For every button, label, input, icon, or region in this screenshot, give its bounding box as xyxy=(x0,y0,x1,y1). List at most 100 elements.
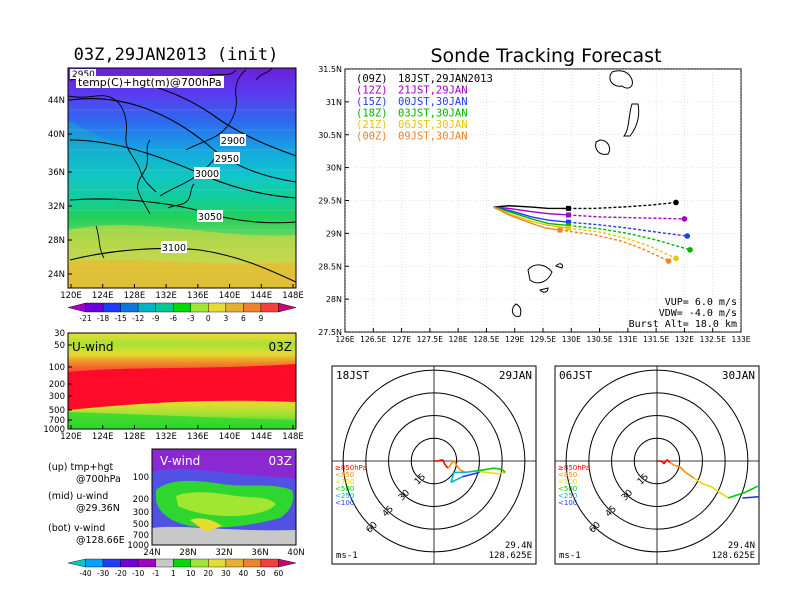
track-param: Burst Alt= 18.0 km xyxy=(629,319,737,330)
hodo-trace-segment xyxy=(693,477,704,485)
track-burst-marker xyxy=(565,205,571,211)
contour-label-3000: 3000 xyxy=(195,169,219,180)
hodo-level-label: ≥850hPa xyxy=(335,464,367,472)
track-x-label: 132E xyxy=(675,335,694,344)
hodo-trace-segment xyxy=(679,466,687,473)
hodograph-06jst: 15304560≥850hPa<850<700<500<250<10006JST… xyxy=(554,365,771,565)
track-descent-line xyxy=(559,229,669,262)
vwind-colorbar-swatch xyxy=(67,558,86,568)
vwind-colorbar-label: 50 xyxy=(256,569,266,578)
track-legend-time: 03JST,30JAN xyxy=(398,108,468,120)
map-lon-label: 132E xyxy=(155,291,177,301)
hodo-trace-segment xyxy=(450,475,463,484)
vwind-colorbar-swatch xyxy=(137,558,156,568)
track-legend-time: 18JST,29JAN2013 xyxy=(398,73,493,85)
hodo-trace-segment xyxy=(685,471,695,479)
map-lon-label: 136E xyxy=(187,291,209,301)
vwind-colorbar-label: 20 xyxy=(204,569,214,578)
map-lon-label: 124E xyxy=(92,291,114,301)
track-legend-time: 06JST,30JAN xyxy=(398,119,468,131)
hodo-trace-segment xyxy=(736,491,746,496)
track-x-label: 128E xyxy=(449,335,468,344)
uwind-y-label: 1000 xyxy=(43,425,65,435)
track-landing-marker xyxy=(681,216,688,222)
uwind-y-label: 300 xyxy=(49,392,65,402)
track-burst-marker xyxy=(557,227,563,233)
hodo-trace-segment xyxy=(493,467,503,471)
track-y-label: 31N xyxy=(326,98,342,107)
track-x-label: 132.5E xyxy=(700,335,726,344)
track-x-label: 126E xyxy=(335,335,354,344)
map-colorbar-swatch xyxy=(102,302,121,313)
map-colorbar-swatch xyxy=(243,302,262,313)
track-ascent-line xyxy=(493,205,569,210)
hodo-time: 18JST xyxy=(336,369,369,382)
hodo-trace-segment xyxy=(499,471,506,475)
vwind-colorbar-swatch xyxy=(155,558,174,568)
track-legend-code: (09Z) xyxy=(356,73,388,85)
vwind-label: V-wind xyxy=(160,454,200,468)
vwind-colorbar-swatch xyxy=(85,558,104,568)
hodo-trace-segment xyxy=(744,488,752,494)
uwind-y-label: 30 xyxy=(54,329,65,339)
uwind-time: 03Z xyxy=(269,340,293,354)
track-burst-marker xyxy=(565,219,571,225)
track-legend-code: (21Z) xyxy=(356,119,388,131)
track-ascent-line xyxy=(493,206,569,216)
track-legend-code: (15Z) xyxy=(356,96,388,108)
track-burst-marker xyxy=(565,222,571,228)
track-param: VDW= -4.0 m/s xyxy=(659,308,737,319)
vwind-colorbar-label: 60 xyxy=(274,569,284,578)
track-coastline xyxy=(511,70,640,317)
vwind-colorbar-swatch xyxy=(173,558,191,568)
track-descent-line xyxy=(568,224,691,251)
uwind-x-label: 120E xyxy=(60,432,82,442)
map-panel: 2900 2950 3000 3050 3100 2950 temp(C)+hg… xyxy=(48,67,304,323)
hodo-level-label: <700 xyxy=(558,478,577,486)
vwind-colorbar-label: -30 xyxy=(97,569,109,578)
vwind-colorbar-label: 1 xyxy=(171,569,176,578)
hodo-trace-segment xyxy=(501,468,506,473)
hodo-lon: 128.625E xyxy=(712,551,755,561)
track-x-label: 130E xyxy=(562,335,581,344)
hodo-lat: 29.4N xyxy=(505,541,532,551)
panel-notes: (up) tmp+hgt @700hPa (mid) u-wind @29.36… xyxy=(48,462,125,546)
track-legend-time: 09JST,30JAN xyxy=(398,131,468,143)
map-colorbar-label: 0 xyxy=(206,314,211,323)
uwind-x-label: 124E xyxy=(92,432,114,442)
track-x-label: 127.5E xyxy=(417,335,443,344)
hodo-trace-segment xyxy=(762,484,771,485)
contour-label-2900: 2900 xyxy=(221,136,245,147)
note-mid-sub: @29.36N xyxy=(76,503,120,514)
map-colorbar-swatch xyxy=(260,302,279,313)
track-descent-line xyxy=(568,214,685,220)
track-ascent-line xyxy=(493,206,569,223)
map-colorbar-swatch xyxy=(225,302,244,313)
map-lat-label: 28N xyxy=(48,236,65,246)
uwind-x-label: 132E xyxy=(155,432,177,442)
hodo-level-label: <850 xyxy=(558,471,577,479)
map-colorbar-swatch xyxy=(137,302,156,313)
hodo-trace-segment xyxy=(710,485,721,493)
map-colorbar-swatch xyxy=(155,302,174,313)
hodo-lon: 128.625E xyxy=(489,551,532,561)
track-burst-marker xyxy=(565,212,571,218)
track-x-label: 126.5E xyxy=(360,335,386,344)
contour-label-2950: 2950 xyxy=(215,154,239,165)
vwind-colorbar-label: 30 xyxy=(221,569,231,578)
note-bot-sub: @128.66E xyxy=(76,535,125,546)
vwind-x-label: 40N xyxy=(287,548,304,558)
track-y-label: 28N xyxy=(326,295,342,304)
hodo-time: 06JST xyxy=(559,369,592,382)
map-colorbar-label: 6 xyxy=(241,314,246,323)
vwind-colorbar-swatch xyxy=(278,558,297,568)
uwind-y-label: 100 xyxy=(49,363,65,373)
track-legend-code: (18Z) xyxy=(356,108,388,120)
track-y-label: 30N xyxy=(326,164,342,173)
note-up-title: (up) tmp+hgt xyxy=(48,462,114,473)
track-x-label: 130.5E xyxy=(586,335,612,344)
map-colorbar-swatch xyxy=(67,302,86,313)
